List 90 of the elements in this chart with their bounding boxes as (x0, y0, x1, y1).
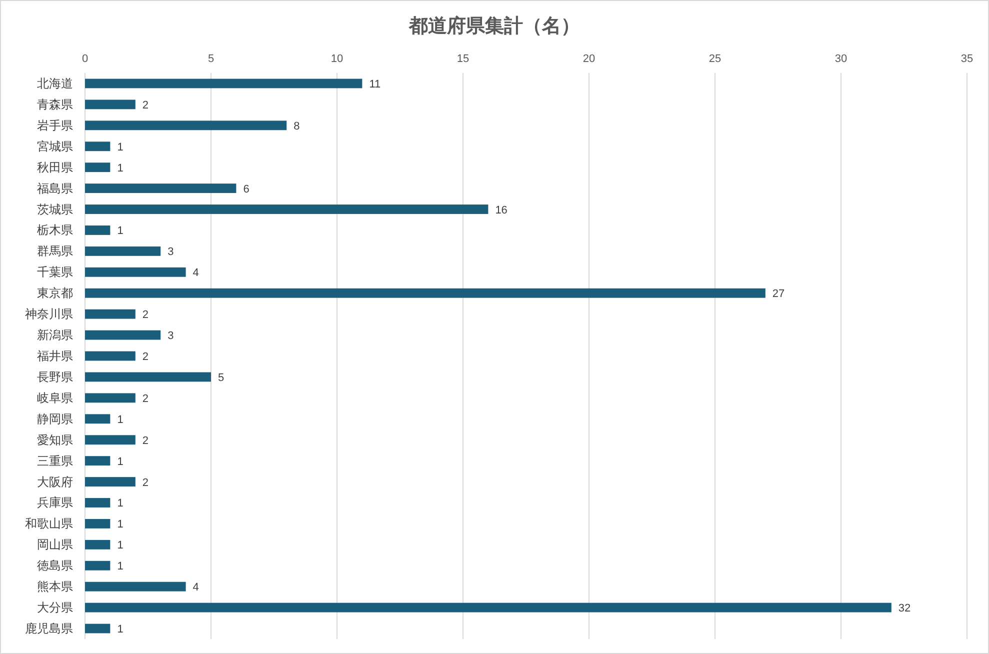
bar (85, 142, 110, 152)
data-label: 3 (168, 246, 174, 258)
y-tick-label: 熊本県 (37, 580, 73, 594)
bar (85, 330, 161, 340)
y-tick-label: 岩手県 (37, 118, 73, 132)
bar (85, 560, 110, 570)
y-tick-label: 宮城県 (37, 139, 73, 154)
x-tick-label: 25 (708, 53, 722, 65)
y-tick-label: 愛知県 (37, 432, 73, 447)
bar (85, 602, 892, 612)
bar (85, 393, 136, 403)
y-tick-label: 静岡県 (37, 412, 73, 426)
data-label: 2 (142, 434, 149, 447)
data-label: 8 (294, 120, 300, 132)
x-tick-label: 35 (960, 53, 974, 65)
y-tick-label: 群馬県 (37, 244, 73, 258)
bar (85, 540, 110, 550)
data-label: 4 (192, 582, 199, 594)
bar (85, 309, 136, 319)
data-label: 1 (117, 141, 124, 154)
y-tick-label: 新潟県 (37, 328, 73, 342)
bar (85, 78, 362, 88)
data-label: 1 (117, 225, 124, 238)
bar (85, 498, 110, 508)
y-tick-label: 岐阜県 (37, 390, 73, 405)
bar (85, 184, 236, 194)
data-label: 1 (117, 162, 124, 174)
data-label: 3 (168, 330, 174, 342)
data-label: 1 (117, 560, 124, 573)
y-tick-label: 長野県 (37, 370, 73, 384)
bar (85, 267, 186, 277)
y-tick-label: 和歌山県 (25, 516, 73, 531)
y-tick-label: 大分県 (37, 600, 73, 615)
data-label: 2 (142, 351, 149, 363)
data-label: 1 (117, 498, 124, 510)
bar (85, 351, 136, 361)
data-label: 1 (117, 540, 124, 552)
x-tick-label: 10 (330, 53, 344, 65)
data-label: 5 (218, 372, 224, 384)
chart-title: 都道府県集計（名） (408, 15, 580, 37)
data-label: 1 (117, 414, 124, 426)
y-tick-label: 青森県 (37, 97, 73, 112)
data-label: 2 (142, 309, 149, 322)
bar (85, 435, 136, 445)
data-label: 2 (142, 476, 149, 489)
data-label: 2 (142, 392, 149, 405)
bar (85, 456, 110, 466)
x-tick-label: 0 (82, 53, 88, 65)
y-tick-label: 兵庫県 (37, 496, 73, 510)
bar (85, 414, 110, 424)
y-tick-label: 北海道 (37, 76, 73, 90)
y-tick-label: 福島県 (37, 181, 73, 196)
y-tick-label: 東京都 (37, 286, 73, 300)
y-tick-label: 神奈川県 (25, 307, 73, 322)
y-tick-label: 秋田県 (37, 160, 73, 174)
data-label: 6 (243, 183, 250, 196)
data-label: 1 (117, 624, 124, 636)
x-tick-label: 20 (582, 53, 596, 65)
y-tick-label: 福井県 (37, 349, 73, 363)
bar (85, 246, 161, 256)
x-tick-label: 5 (208, 53, 214, 65)
bar (85, 288, 766, 298)
y-tick-label: 徳島県 (37, 558, 73, 573)
bar (85, 518, 110, 528)
bar (85, 204, 488, 214)
data-label: 32 (898, 602, 911, 615)
y-tick-label: 岡山県 (37, 538, 73, 552)
bar (85, 624, 110, 634)
bar (85, 100, 136, 110)
data-label: 1 (117, 456, 124, 468)
y-tick-label: 大阪府 (37, 474, 73, 489)
data-label: 1 (117, 518, 124, 531)
x-tick-label: 15 (456, 53, 470, 65)
data-label: 16 (495, 204, 508, 216)
data-label: 2 (142, 99, 149, 112)
data-label: 27 (772, 288, 785, 300)
data-label: 11 (369, 78, 381, 90)
bar (85, 226, 110, 235)
bar (85, 582, 186, 592)
y-tick-label: 鹿児島県 (25, 622, 73, 636)
y-tick-label: 千葉県 (37, 265, 73, 280)
bar (85, 120, 287, 130)
data-label: 4 (192, 267, 199, 280)
y-tick-label: 三重県 (37, 454, 73, 468)
y-tick-label: 茨城県 (37, 202, 73, 216)
bar (85, 477, 136, 486)
y-tick-label: 栃木県 (37, 223, 73, 238)
x-tick-label: 30 (834, 53, 848, 65)
bar (85, 372, 211, 382)
bar (85, 162, 110, 172)
